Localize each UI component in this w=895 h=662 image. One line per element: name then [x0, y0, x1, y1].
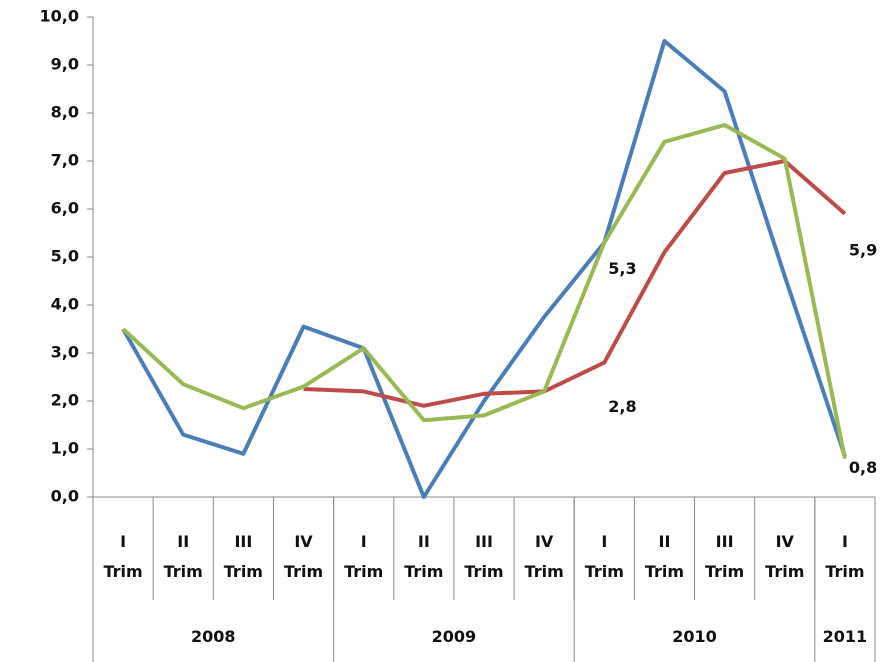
- series-line: [121, 123, 847, 459]
- x-tick-label: II Trim: [644, 532, 685, 581]
- x-tick-label: I Trim: [344, 532, 384, 581]
- year-label: 2011: [822, 627, 868, 646]
- y-tick-label: 2,0: [51, 391, 79, 410]
- x-tick-label: III Trim: [705, 532, 745, 581]
- y-tick-label: 6,0: [51, 199, 79, 218]
- y-tick-label: 3,0: [51, 343, 79, 362]
- x-tick-label: III Trim: [464, 532, 504, 581]
- y-tick-label: 8,0: [51, 103, 79, 122]
- x-tick-label: II Trim: [163, 532, 203, 581]
- x-tick-label: III Trim: [223, 532, 263, 581]
- y-tick-label: 10,0: [40, 7, 79, 26]
- data-label: 5,3: [608, 259, 636, 278]
- x-tick-label: IV Trim: [283, 532, 324, 581]
- series-line: [121, 39, 847, 499]
- y-tick-label: 9,0: [51, 55, 79, 74]
- data-label: 5,9: [849, 240, 877, 259]
- data-label: 2,8: [608, 397, 636, 416]
- x-tick-label: IV Trim: [524, 532, 564, 581]
- y-tick-label: 5,0: [51, 247, 79, 266]
- x-tick-label: I Trim: [584, 532, 624, 581]
- year-label: 2010: [672, 627, 717, 646]
- y-tick-label: 1,0: [51, 439, 79, 458]
- x-tick-label: I Trim: [825, 532, 865, 581]
- x-tick-label: II Trim: [404, 532, 444, 581]
- year-label: 2008: [191, 627, 236, 646]
- x-tick-label: I Trim: [103, 532, 143, 581]
- x-tick-label: IV Trim: [765, 532, 805, 581]
- y-tick-label: 4,0: [51, 295, 79, 314]
- y-tick-label: 7,0: [51, 151, 79, 170]
- year-label: 2009: [431, 627, 477, 646]
- data-label: 0,8: [849, 458, 877, 477]
- y-tick-label: 0,0: [51, 487, 79, 506]
- series-line: [303, 159, 847, 408]
